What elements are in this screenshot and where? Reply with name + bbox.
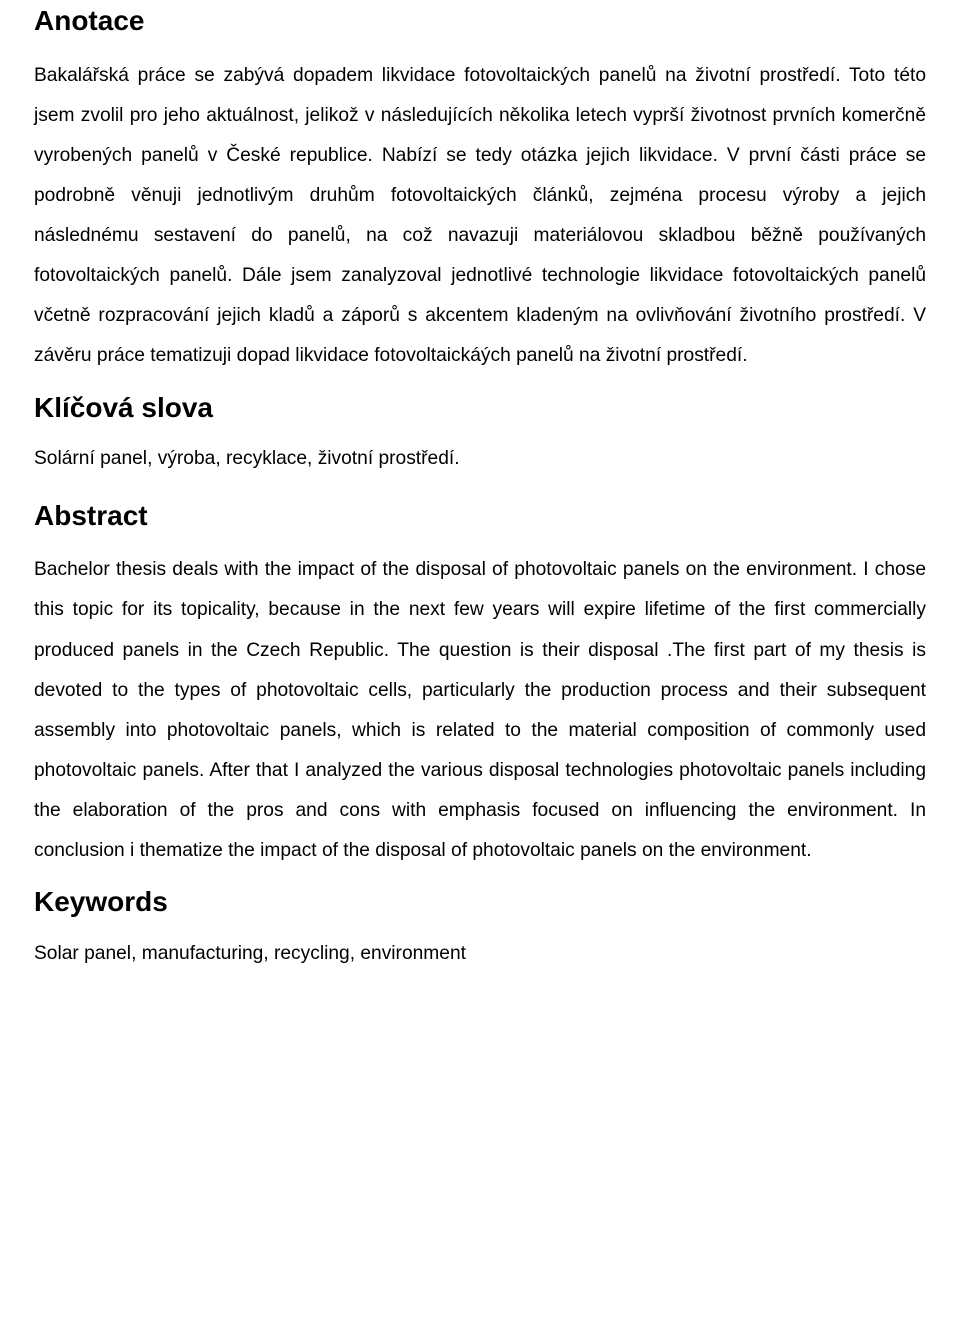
heading-abstract: Abstract: [34, 499, 926, 533]
paragraph-anotace: Bakalářská práce se zabývá dopadem likvi…: [34, 56, 926, 377]
heading-keywords: Keywords: [34, 885, 926, 919]
heading-anotace: Anotace: [34, 4, 926, 38]
paragraph-abstract: Bachelor thesis deals with the impact of…: [34, 550, 926, 871]
document-page: Anotace Bakalářská práce se zabývá dopad…: [0, 0, 960, 1321]
paragraph-keywords: Solar panel, manufacturing, recycling, e…: [34, 937, 926, 972]
paragraph-klicova-slova: Solární panel, výroba, recyklace, životn…: [34, 442, 926, 477]
heading-klicova-slova: Klíčová slova: [34, 391, 926, 425]
